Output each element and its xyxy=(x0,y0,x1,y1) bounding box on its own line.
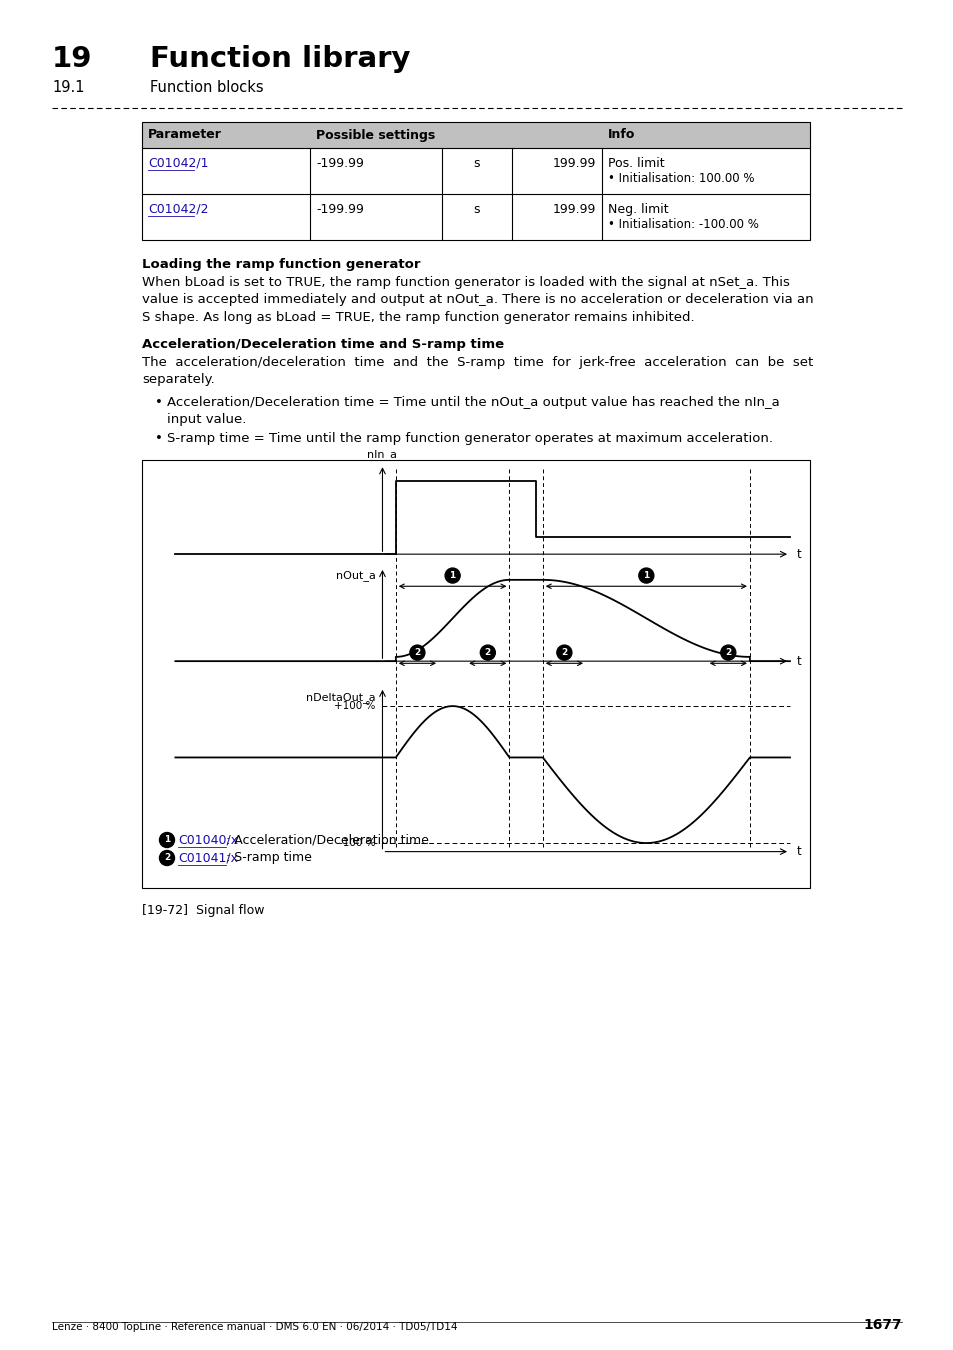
Circle shape xyxy=(445,568,459,583)
Text: Function library: Function library xyxy=(150,45,410,73)
Bar xyxy=(142,122,809,148)
Text: -100 %: -100 % xyxy=(339,838,375,848)
Text: 199.99: 199.99 xyxy=(552,157,596,170)
Circle shape xyxy=(159,850,174,865)
Text: 2: 2 xyxy=(164,853,170,863)
Text: 199.99: 199.99 xyxy=(552,202,596,216)
Text: nOut_a: nOut_a xyxy=(335,570,375,580)
Text: 19.1: 19.1 xyxy=(52,80,85,94)
Text: •: • xyxy=(154,432,163,446)
Text: : Acceleration/Deceleration time: : Acceleration/Deceleration time xyxy=(226,833,429,846)
Text: C01041/x: C01041/x xyxy=(178,852,237,864)
Circle shape xyxy=(639,568,653,583)
Circle shape xyxy=(410,645,424,660)
Text: Acceleration/Deceleration time and S-ramp time: Acceleration/Deceleration time and S-ram… xyxy=(142,338,503,351)
Text: s: s xyxy=(474,202,479,216)
Text: Possible settings: Possible settings xyxy=(315,128,435,142)
Text: [19-72]  Signal flow: [19-72] Signal flow xyxy=(142,904,264,917)
Text: Loading the ramp function generator: Loading the ramp function generator xyxy=(142,258,420,271)
Circle shape xyxy=(479,645,495,660)
Text: S-ramp time = Time until the ramp function generator operates at maximum acceler: S-ramp time = Time until the ramp functi… xyxy=(167,432,772,446)
Text: 2: 2 xyxy=(484,648,491,657)
Bar xyxy=(142,122,809,240)
Circle shape xyxy=(557,645,571,660)
Text: The  acceleration/deceleration  time  and  the  S-ramp  time  for  jerk-free  ac: The acceleration/deceleration time and t… xyxy=(142,356,812,386)
Text: Parameter: Parameter xyxy=(148,128,222,142)
Text: Function blocks: Function blocks xyxy=(150,80,263,94)
Text: 2: 2 xyxy=(560,648,567,657)
Text: -199.99: -199.99 xyxy=(315,202,363,216)
Text: •: • xyxy=(154,396,163,409)
Text: nDeltaOut_a: nDeltaOut_a xyxy=(306,693,375,703)
Text: : S-ramp time: : S-ramp time xyxy=(226,852,312,864)
Text: t: t xyxy=(796,845,801,859)
Text: Neg. limit: Neg. limit xyxy=(607,202,668,216)
Text: 1677: 1677 xyxy=(862,1318,901,1332)
Text: Info: Info xyxy=(607,128,635,142)
Text: 2: 2 xyxy=(414,648,420,657)
Text: 1: 1 xyxy=(642,571,649,580)
Text: C01042/1: C01042/1 xyxy=(148,157,209,170)
Text: Acceleration/Deceleration time = Time until the nOut_a output value has reached : Acceleration/Deceleration time = Time un… xyxy=(167,396,779,427)
Bar xyxy=(142,460,809,888)
Circle shape xyxy=(159,833,174,848)
Text: 19: 19 xyxy=(52,45,92,73)
Text: s: s xyxy=(474,157,479,170)
Text: C01040/x: C01040/x xyxy=(178,833,238,846)
Circle shape xyxy=(720,645,735,660)
Text: When bLoad is set to TRUE, the ramp function generator is loaded with the signal: When bLoad is set to TRUE, the ramp func… xyxy=(142,275,813,324)
Text: t: t xyxy=(796,655,801,668)
Text: 1: 1 xyxy=(164,836,170,845)
Text: nIn_a: nIn_a xyxy=(367,450,397,460)
Text: +100 %: +100 % xyxy=(335,701,375,711)
Text: 2: 2 xyxy=(724,648,731,657)
Text: • Initialisation: -100.00 %: • Initialisation: -100.00 % xyxy=(607,219,758,231)
Text: Lenze · 8400 TopLine · Reference manual · DMS 6.0 EN · 06/2014 · TD05/TD14: Lenze · 8400 TopLine · Reference manual … xyxy=(52,1322,457,1332)
Text: -199.99: -199.99 xyxy=(315,157,363,170)
Text: C01042/2: C01042/2 xyxy=(148,202,209,216)
Text: 1: 1 xyxy=(449,571,456,580)
Text: Pos. limit: Pos. limit xyxy=(607,157,664,170)
Text: t: t xyxy=(796,548,801,560)
Text: • Initialisation: 100.00 %: • Initialisation: 100.00 % xyxy=(607,173,754,185)
